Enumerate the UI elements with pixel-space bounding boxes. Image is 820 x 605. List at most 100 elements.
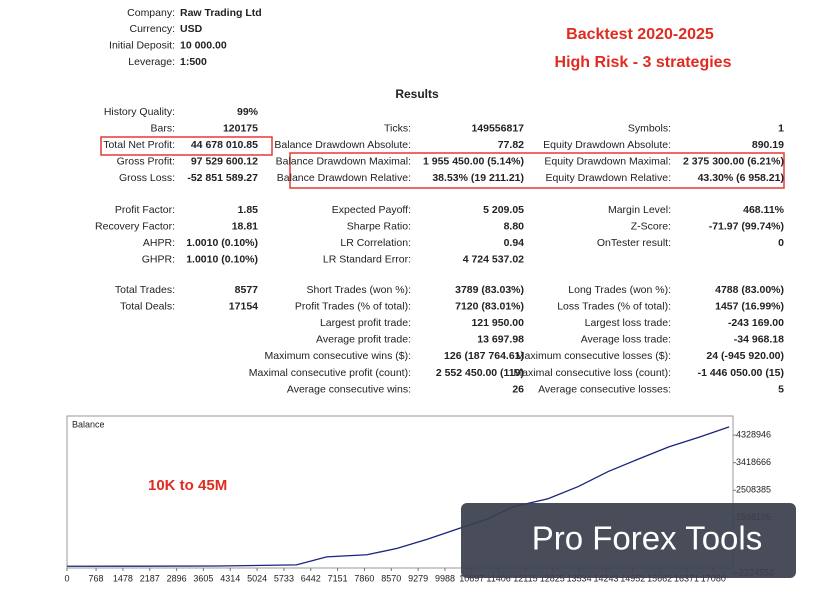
stat-value: 5 209.05 <box>483 204 524 216</box>
x-tick-label: 2187 <box>140 573 160 583</box>
y-tick-label: 3418666 <box>736 457 771 467</box>
stat-label: Equity Drawdown Maximal: <box>544 156 671 168</box>
stat-value: 4 724 537.02 <box>463 254 524 266</box>
stat-label: Short Trades (won %): <box>307 284 411 296</box>
stat-value: 38.53% (19 211.21) <box>432 172 524 184</box>
stat-value: 1 <box>778 122 784 134</box>
info-value: USD <box>180 23 203 35</box>
stat-value: 0.94 <box>504 237 525 249</box>
stat-label: Average profit trade: <box>316 334 411 346</box>
stat-value: 99% <box>237 106 259 118</box>
info-value: 10 000.00 <box>180 40 227 52</box>
stat-value: 44 678 010.85 <box>191 139 258 151</box>
x-tick-label: 13534 <box>567 573 592 583</box>
highlight-box <box>100 136 273 156</box>
stat-value: 2 375 300.00 (6.21%) <box>683 156 784 168</box>
stat-value: -71.97 (99.74%) <box>709 220 784 232</box>
stat-label: Loss Trades (% of total): <box>557 300 671 312</box>
stat-value: -1 446 050.00 (15) <box>698 367 784 379</box>
stat-label: Total Net Profit: <box>103 139 175 151</box>
stat-label: OnTester result: <box>597 237 671 249</box>
stat-value: -34 968.18 <box>734 334 784 346</box>
x-tick-label: 4314 <box>220 573 240 583</box>
x-tick-label: 1478 <box>113 573 133 583</box>
stat-label: Largest loss trade: <box>585 317 671 329</box>
banner-subtitle: High Risk - 3 strategies <box>555 54 732 71</box>
x-tick-label: 5024 <box>247 573 267 583</box>
banner-title: Backtest 2020-2025 <box>566 26 714 43</box>
highlight-box <box>289 152 785 189</box>
stat-value: 121 950.00 <box>471 317 524 329</box>
stat-label: Maximum consecutive losses ($): <box>516 350 671 362</box>
stat-label: Profit Factor: <box>115 204 175 216</box>
stat-label: Bars: <box>150 122 175 134</box>
info-label: Initial Deposit: <box>109 40 175 52</box>
x-tick-label: 768 <box>89 573 104 583</box>
stat-label: Average consecutive losses: <box>538 383 671 395</box>
x-tick-label: 9279 <box>408 573 428 583</box>
stat-label: Z-Score: <box>631 220 671 232</box>
stat-value: 1.0010 (0.10%) <box>186 237 258 249</box>
stat-value: 5 <box>778 383 784 395</box>
stat-label: Profit Trades (% of total): <box>295 300 411 312</box>
info-label: Currency: <box>129 23 175 35</box>
x-tick-label: 15662 <box>647 573 672 583</box>
stat-label: LR Standard Error: <box>323 254 411 266</box>
stat-value: 4788 (83.00%) <box>715 284 784 296</box>
x-tick-label: 16371 <box>674 573 699 583</box>
stat-value: 1.0010 (0.10%) <box>186 254 258 266</box>
stat-label: Gross Profit: <box>117 156 175 168</box>
stat-value: 26 <box>512 383 524 395</box>
x-tick-label: 10697 <box>459 573 484 583</box>
stat-value: 149556817 <box>471 122 524 134</box>
stat-value: 3789 (83.03%) <box>455 284 524 296</box>
stat-label: Maximum consecutive wins ($): <box>265 350 411 362</box>
stat-label: Balance Drawdown Maximal: <box>276 156 411 168</box>
stat-value: 126 (187 764.61) <box>444 350 524 362</box>
x-tick-label: 12825 <box>540 573 565 583</box>
stat-value: 120175 <box>223 122 258 134</box>
stat-value: 7120 (83.01%) <box>455 300 524 312</box>
stat-label: AHPR: <box>143 237 175 249</box>
stat-value: 0 <box>778 237 784 249</box>
x-tick-label: 7860 <box>354 573 374 583</box>
watermark: Pro Forex Tools <box>532 520 762 557</box>
stat-value: 18.81 <box>232 220 258 232</box>
stat-label: LR Correlation: <box>340 237 411 249</box>
stat-label: Total Trades: <box>115 284 175 296</box>
stat-label: Equity Drawdown Relative: <box>546 172 671 184</box>
stat-label: Margin Level: <box>608 204 671 216</box>
stat-value: 13 697.98 <box>477 334 524 346</box>
stat-label: Sharpe Ratio: <box>347 220 411 232</box>
stat-label: History Quality: <box>104 106 175 118</box>
stat-value: 1457 (16.99%) <box>715 300 784 312</box>
x-tick-label: 9988 <box>435 573 455 583</box>
x-tick-label: 14243 <box>593 573 618 583</box>
y-tick-label: 4328946 <box>736 429 771 439</box>
stat-value: 890.19 <box>752 139 784 151</box>
stat-label: Average consecutive wins: <box>287 383 411 395</box>
stat-label: Ticks: <box>384 122 411 134</box>
y-tick-label: 2508385 <box>736 485 771 495</box>
stat-value: 43.30% (6 958.21) <box>698 172 784 184</box>
x-tick-label: 2896 <box>167 573 187 583</box>
x-tick-label: 7151 <box>328 573 348 583</box>
stat-label: Total Deals: <box>120 300 175 312</box>
info-label: Leverage: <box>128 56 175 68</box>
stat-value: 1 955 450.00 (5.14%) <box>423 156 524 168</box>
chart-annotation: 10K to 45M <box>148 477 227 494</box>
x-tick-label: 6442 <box>301 573 321 583</box>
stat-label: Gross Loss: <box>119 172 175 184</box>
stat-label: Long Trades (won %): <box>568 284 671 296</box>
stat-label: Largest profit trade: <box>320 317 411 329</box>
x-tick-label: 0 <box>64 573 69 583</box>
stat-label: Balance Drawdown Relative: <box>277 172 411 184</box>
stat-value: 97 529 600.12 <box>191 156 258 168</box>
x-tick-label: 17080 <box>701 573 726 583</box>
stat-value: 8.80 <box>504 220 525 232</box>
results-title: Results <box>395 87 439 101</box>
legend-label: Balance <box>72 419 105 429</box>
info-value: Raw Trading Ltd <box>180 7 262 19</box>
stat-label: Balance Drawdown Absolute: <box>274 139 411 151</box>
